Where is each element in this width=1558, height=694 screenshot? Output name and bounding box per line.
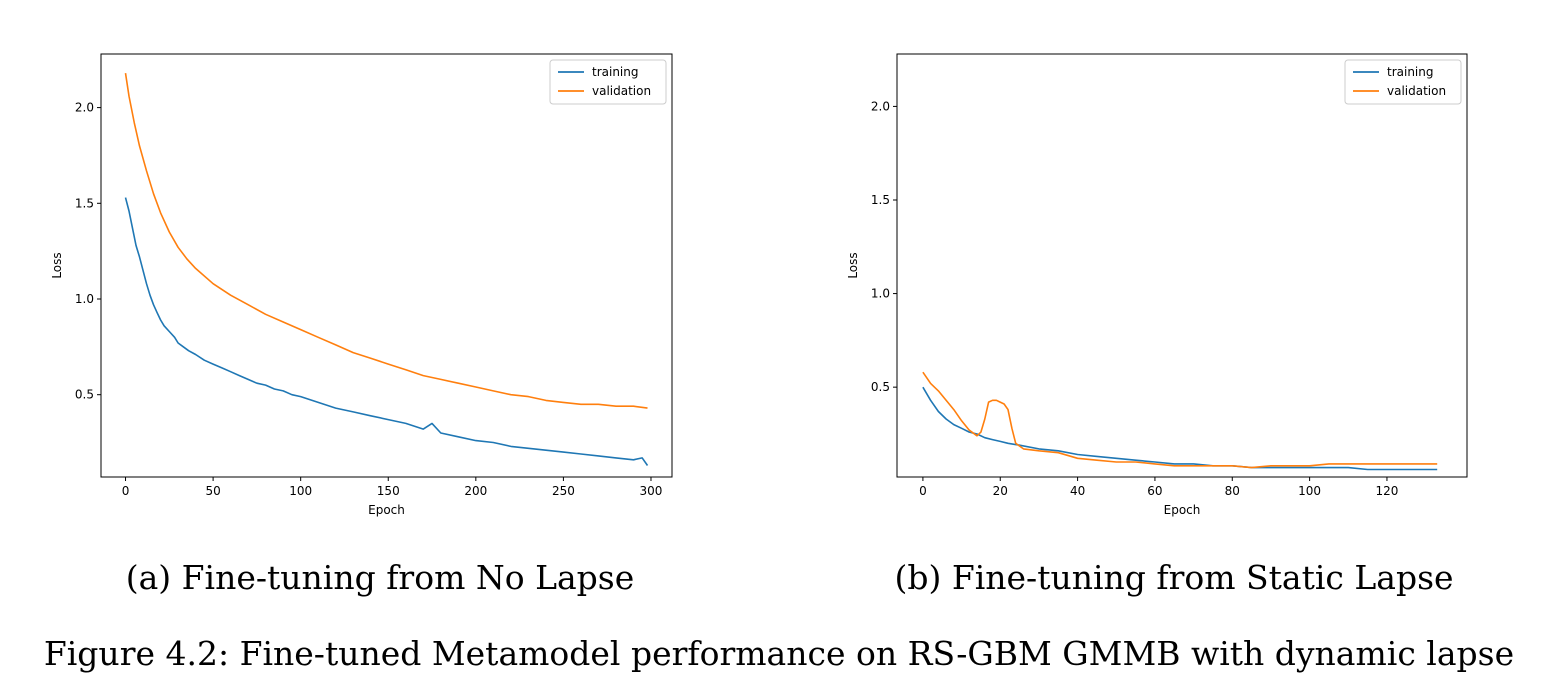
legend-box [549, 59, 667, 105]
x-tick-label: 100 [1298, 484, 1321, 498]
x-tick-label: 120 [1375, 484, 1398, 498]
legend-label-training: training [1387, 65, 1434, 79]
x-tick-label: 40 [1070, 484, 1085, 498]
x-tick-label: 20 [993, 484, 1008, 498]
x-tick-label: 300 [640, 484, 663, 498]
chart-b: 0 20 40 60 80 100 120 0.5 1.0 1.5 2.0 Epoch Loss trai… [846, 53, 1468, 517]
x-tick-label: 100 [289, 484, 312, 498]
y-tick-label: 1.0 [75, 292, 94, 306]
x-tick-label: 250 [552, 484, 575, 498]
legend: training validation [549, 59, 667, 105]
y-tick-label: 1.5 [871, 193, 890, 207]
x-axis-label: Epoch [368, 503, 405, 517]
x-axis-label: Epoch [1164, 503, 1201, 517]
y-axis-label: Loss [50, 252, 64, 278]
y-tick-label: 1.5 [75, 196, 94, 210]
y-tick-label: 0.5 [871, 380, 890, 394]
x-tick-label: 150 [377, 484, 400, 498]
x-tick-label: 60 [1147, 484, 1162, 498]
series-line-validation [922, 371, 1438, 469]
y-tick-label: 0.5 [75, 388, 94, 402]
legend-label-validation: validation [1387, 84, 1446, 98]
legend-label-validation: validation [592, 84, 651, 98]
chart-a: 0 50 100 150 200 250 300 0.5 1.0 1.5 2.0 Epoch Loss t… [50, 53, 673, 517]
y-tick-label: 1.0 [871, 287, 890, 301]
series-group [124, 72, 649, 466]
y-tick-label: 2.0 [75, 101, 94, 115]
x-tick-label: 0 [919, 484, 927, 498]
plot-frame [896, 53, 1468, 478]
figure-caption: Figure 4.2: Fine-tuned Metamodel perform… [43, 634, 1515, 673]
y-axis-label: Loss [846, 252, 860, 278]
series-line-validation [124, 72, 648, 409]
legend-label-training: training [592, 65, 639, 79]
subcaption-a: (a) Fine-tuning from No Lapse [125, 558, 635, 597]
series-line-training [124, 197, 649, 466]
series-group [922, 371, 1438, 471]
legend: training validation [1344, 59, 1462, 105]
x-tick-label: 200 [464, 484, 487, 498]
x-tick-label: 50 [205, 484, 220, 498]
legend-box [1344, 59, 1462, 105]
plot-frame [100, 53, 673, 478]
x-tick-label: 80 [1225, 484, 1240, 498]
subcaption-b: (b) Fine-tuning from Static Lapse [894, 558, 1454, 597]
series-line-training [922, 386, 1438, 471]
x-tick-label: 0 [122, 484, 130, 498]
y-tick-label: 2.0 [871, 99, 890, 113]
